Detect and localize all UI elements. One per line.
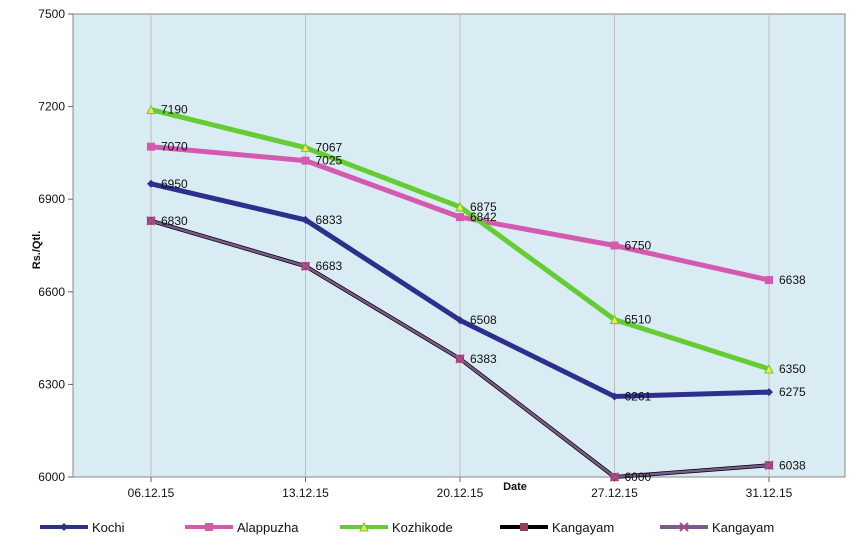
data-label: 6383 <box>470 352 497 366</box>
data-label: 6038 <box>779 458 806 472</box>
marker-cross <box>764 460 774 470</box>
marker-square <box>456 213 464 222</box>
data-label: 6875 <box>470 200 497 214</box>
marker-triangle <box>764 363 774 374</box>
legend-label: Kozhikode <box>392 520 453 535</box>
data-label: 6508 <box>470 313 497 327</box>
y-tick-label: 7200 <box>38 100 65 114</box>
marker-diamond <box>60 523 68 531</box>
data-label: 6950 <box>161 177 188 191</box>
data-label: 7190 <box>161 103 188 117</box>
marker-triangle <box>359 521 369 532</box>
x-tick-label: 06.12.15 <box>128 486 175 500</box>
legend-label: Kangayam <box>552 520 614 535</box>
series-lines <box>146 104 774 482</box>
marker-square <box>301 156 310 165</box>
x-tick-label: 31.12.15 <box>746 486 793 500</box>
data-label: 6750 <box>625 239 652 253</box>
series-kozhikode-2 <box>146 104 774 374</box>
y-axis-ticks: 6000 6300 6600 6900 7200 7500 <box>38 7 73 484</box>
marker-diamond <box>147 179 155 188</box>
x-tick-label: 13.12.15 <box>282 486 329 500</box>
legend-label: Kangayam <box>712 520 774 535</box>
legend-item: Kochi <box>40 520 125 535</box>
marker-triangle <box>609 314 620 325</box>
y-tick-label: 6600 <box>38 285 65 299</box>
marker-square <box>205 523 213 531</box>
data-labels: 6950 6833 6508 6261 6275 7070 7025 6842 6750 6638… <box>161 103 806 484</box>
data-label: 6830 <box>161 214 188 228</box>
legend-item: Kangayam <box>500 520 614 535</box>
y-tick-label: 7500 <box>38 7 65 21</box>
legend-label: Kochi <box>92 520 125 535</box>
marker-triangle <box>455 201 465 212</box>
y-tick-label: 6300 <box>38 377 65 391</box>
y-axis-label: Rs./Qtl. <box>31 231 43 270</box>
legend-item: Kangayam <box>660 520 774 535</box>
x-tick-label: 20.12.15 <box>437 486 484 500</box>
legend-label: Alappuzha <box>237 520 299 535</box>
marker-diamond <box>765 388 773 397</box>
marker-cross <box>609 472 620 482</box>
x-tick-label: 27.12.15 <box>591 486 638 500</box>
data-label: 7067 <box>316 141 343 155</box>
marker-diamond <box>456 316 464 325</box>
legend-item: Alappuzha <box>185 520 299 535</box>
data-label: 6275 <box>779 385 806 399</box>
marker-diamond <box>301 215 310 224</box>
data-label: 6638 <box>779 273 806 287</box>
y-tick-label: 6000 <box>38 470 65 484</box>
marker-triangle <box>146 104 156 115</box>
marker-cross <box>300 261 311 271</box>
x-axis-label: Date <box>503 481 527 493</box>
data-label: 6842 <box>470 210 497 224</box>
y-tick-label: 6900 <box>38 192 65 206</box>
legend: Kochi Alappuzha Kozhikode Kangayam Kangayam <box>40 520 774 535</box>
legend-item: Kozhikode <box>340 520 453 535</box>
marker-square <box>520 523 528 531</box>
marker-triangle <box>300 142 311 153</box>
marker-cross <box>455 354 465 364</box>
marker-square <box>610 241 619 250</box>
data-label: 6833 <box>316 213 343 227</box>
marker-diamond <box>610 392 619 401</box>
series-kangayam-4 <box>146 216 774 482</box>
data-label: 7025 <box>316 154 343 168</box>
series-alappuzha-1 <box>147 142 773 285</box>
marker-cross <box>679 522 689 532</box>
data-label: 6000 <box>625 470 652 484</box>
marker-square <box>147 142 155 151</box>
data-label: 6261 <box>625 389 652 403</box>
x-axis-ticks: 06.12.15 13.12.15 20.12.15 27.12.15 31.12.15 <box>128 477 793 500</box>
data-label: 7070 <box>161 140 188 154</box>
marker-cross <box>146 216 156 226</box>
plot-area <box>72 13 846 478</box>
marker-square <box>765 276 773 285</box>
data-label: 6510 <box>625 313 652 327</box>
data-label: 6683 <box>316 259 343 273</box>
data-label: 6350 <box>779 362 806 376</box>
series-kochi-0 <box>147 179 773 401</box>
